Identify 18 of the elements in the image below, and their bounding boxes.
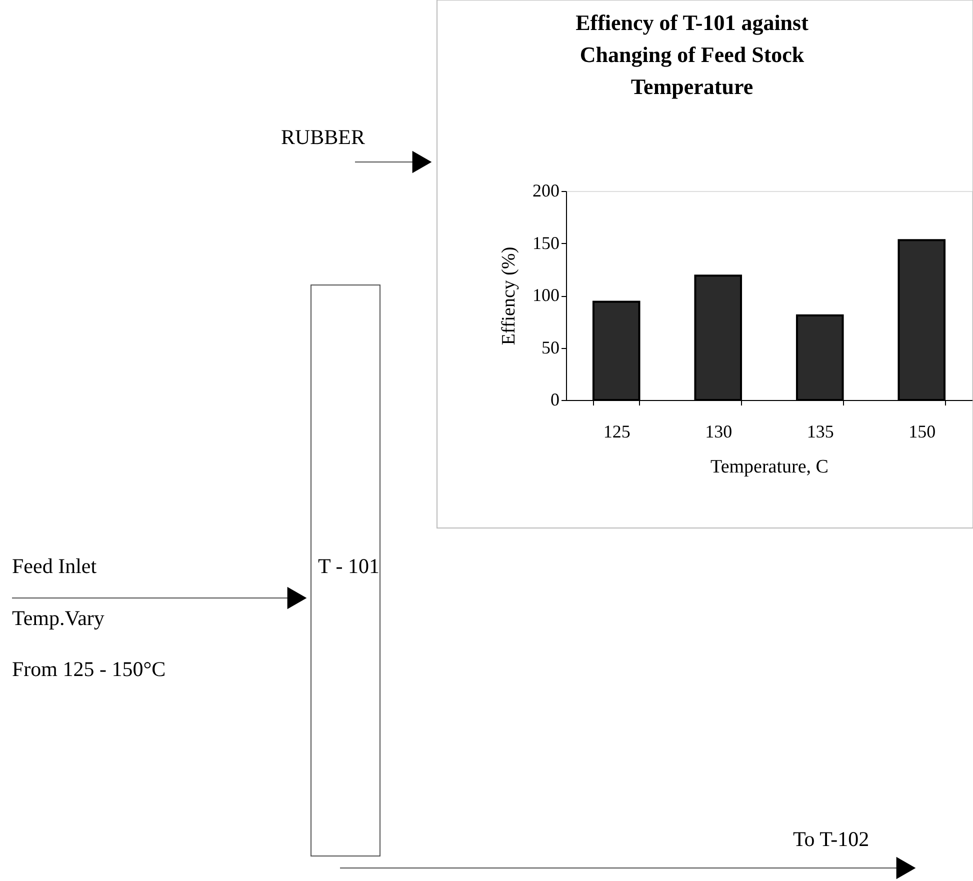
x-tick-label: 150: [908, 422, 936, 442]
text: Temp.Vary: [12, 606, 105, 630]
text: To T-102: [792, 827, 870, 851]
y-tick-label: 150: [532, 232, 560, 253]
y-tick-label: 100: [532, 285, 560, 305]
text: T - 101: [318, 554, 380, 578]
y-tick-label: 50: [542, 337, 560, 358]
y-tick-label: 200: [532, 180, 560, 200]
x-axis-title: Temperature, C: [710, 456, 828, 478]
x-tick-label: 135: [806, 422, 834, 442]
x-tick-label: 130: [705, 422, 732, 442]
text: Feed Inlet: [12, 554, 97, 578]
text: RUBBER: [280, 125, 366, 149]
text: From 125 - 150°C: [12, 657, 166, 681]
y-tick-label: 0: [550, 390, 560, 410]
y-axis-title: Effiency (%): [498, 246, 520, 346]
x-tick-label: 125: [603, 422, 630, 442]
chart-title: Effiency of T-101 against Changing of Feed Stock Temperature: [576, 10, 810, 99]
